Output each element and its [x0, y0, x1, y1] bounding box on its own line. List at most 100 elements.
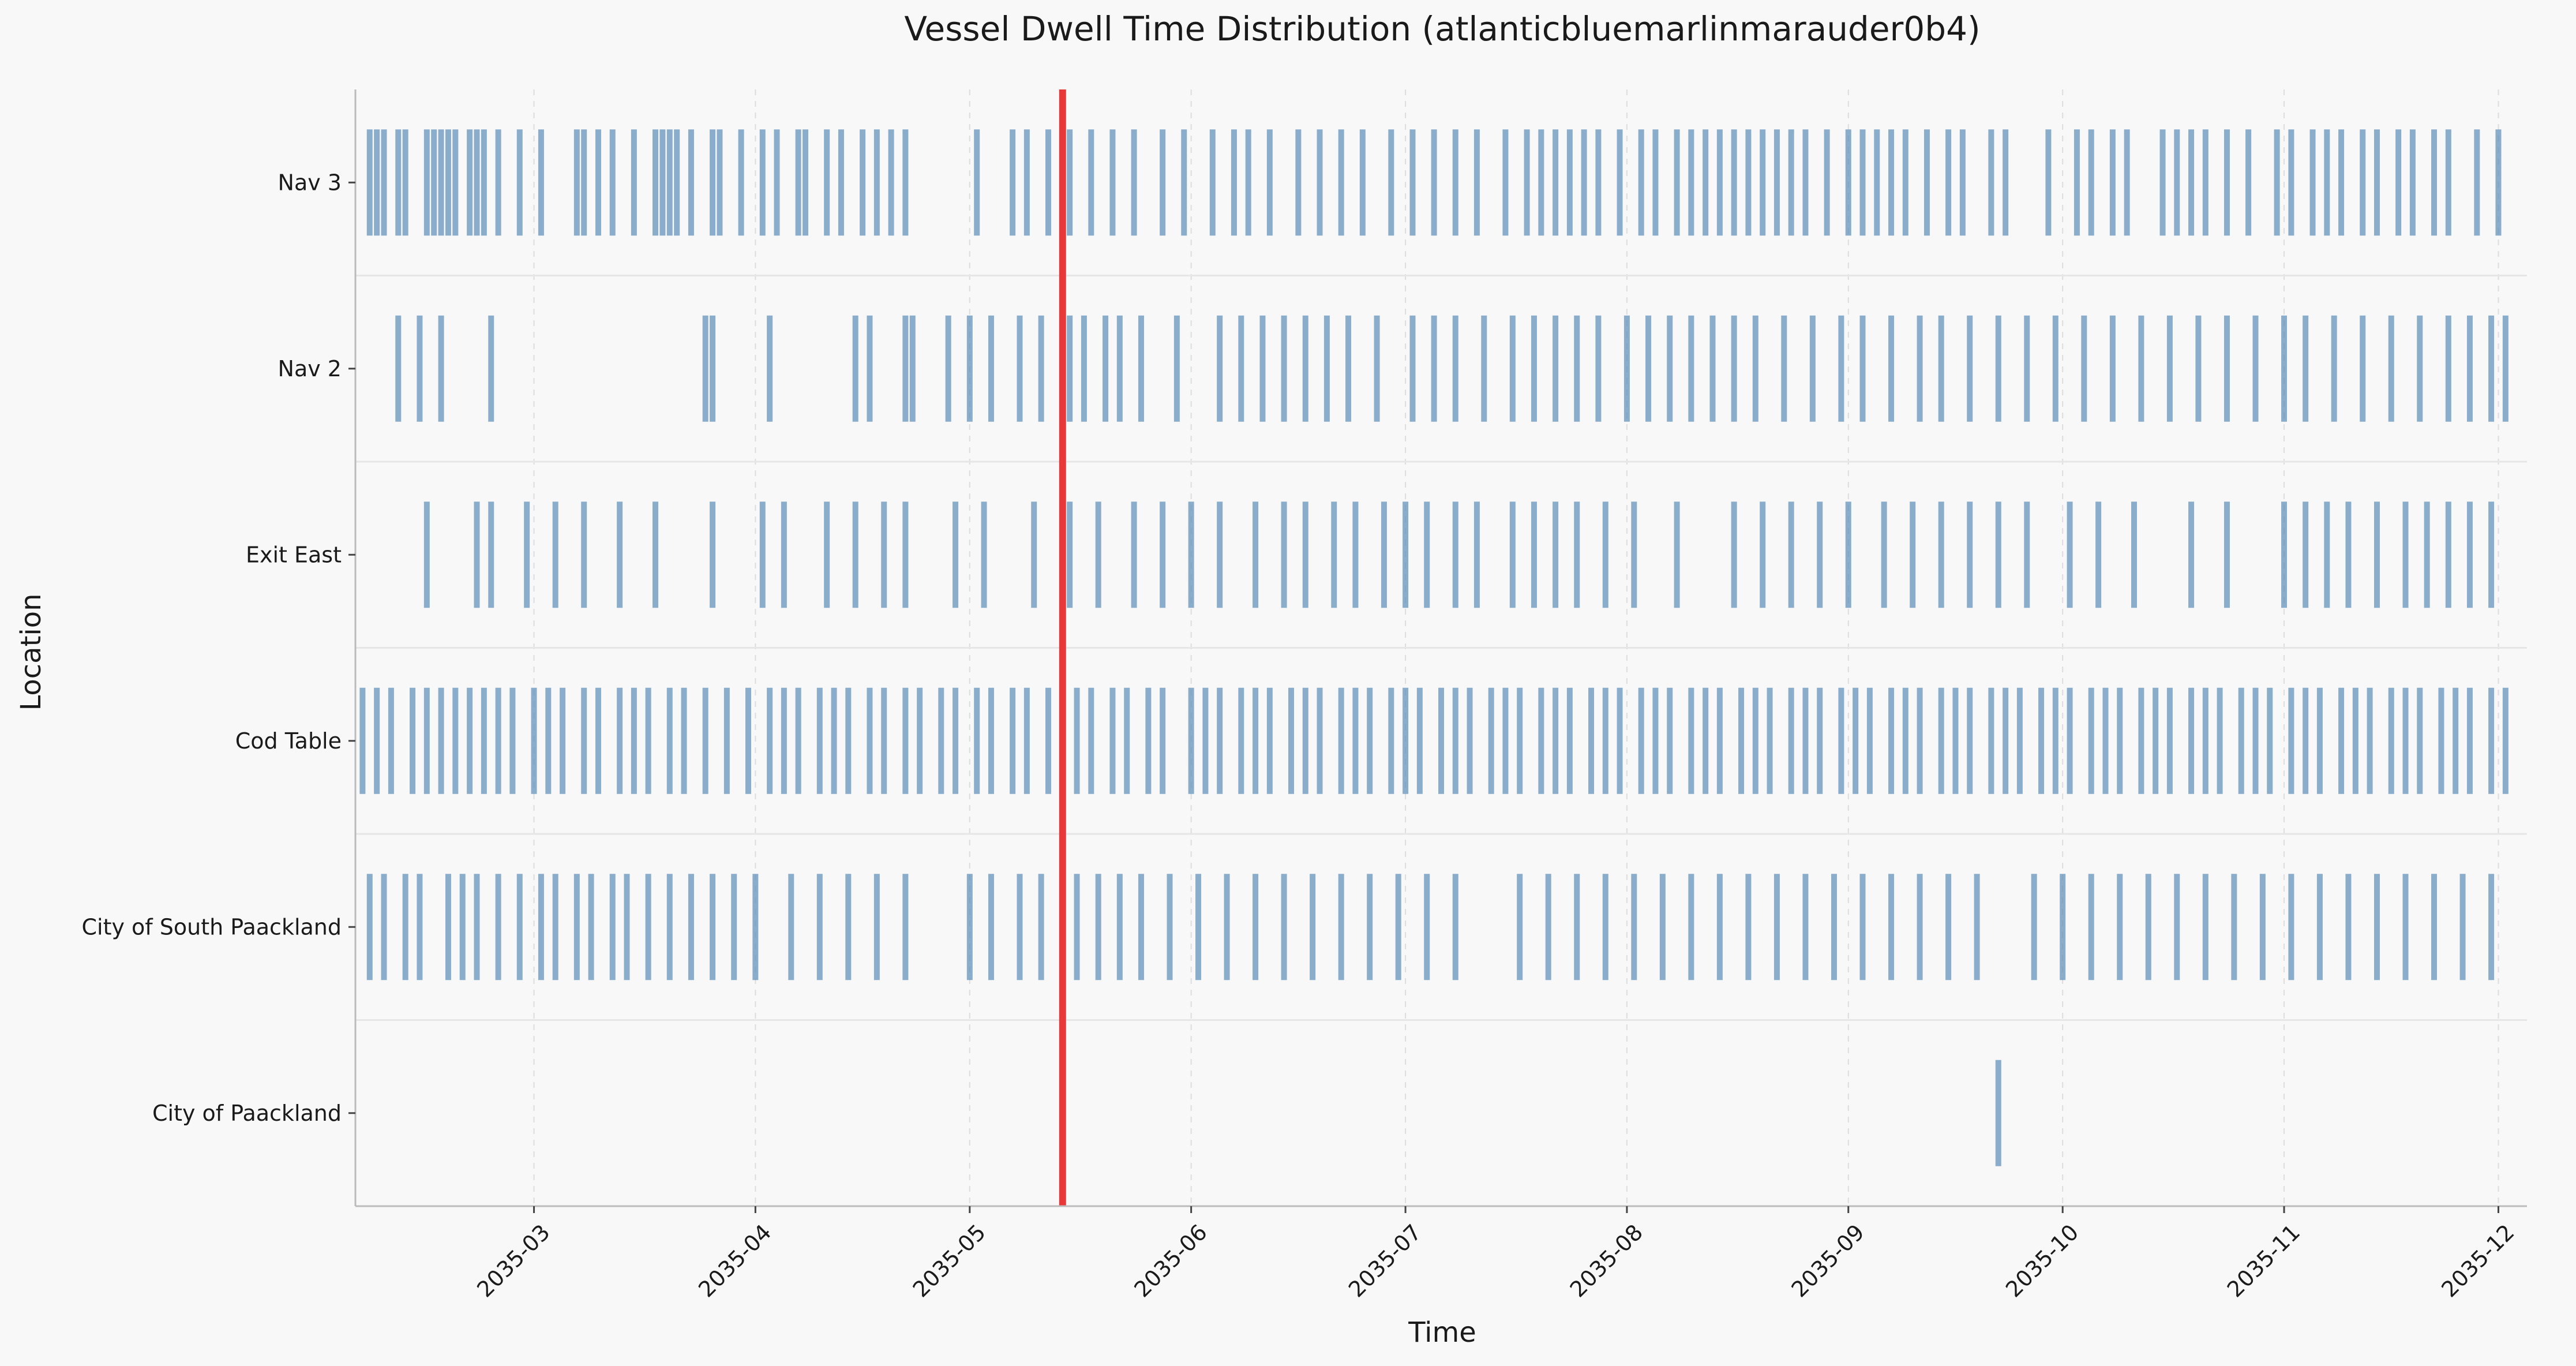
dwell-event-bar — [1524, 129, 1530, 236]
y-tick-label: Cod Table — [235, 728, 342, 754]
dwell-event-bar — [1831, 874, 1837, 980]
dwell-event-bar — [781, 687, 787, 794]
dwell-event-bar — [710, 502, 716, 608]
dwell-event-bar — [1388, 129, 1394, 236]
dwell-event-bar — [1409, 315, 1416, 422]
dwell-event-bar — [581, 687, 587, 794]
dwell-event-bar — [824, 502, 830, 608]
dwell-event-bar — [1352, 502, 1359, 608]
dwell-event-bar — [795, 129, 801, 236]
dwell-event-bar — [1160, 502, 1166, 608]
dwell-event-bar — [624, 874, 630, 980]
y-tick-label: City of Paackland — [152, 1101, 342, 1126]
dwell-event-bar — [417, 315, 423, 422]
dwell-event-bar — [2316, 687, 2323, 794]
dwell-event-bar — [974, 687, 980, 794]
dwell-event-bar — [2431, 129, 2438, 236]
dwell-event-bar — [1231, 129, 1237, 236]
dwell-event-bar — [2445, 502, 2451, 608]
dwell-event-bar — [1502, 129, 1509, 236]
dwell-event-bar — [2238, 687, 2244, 794]
dwell-event-bar — [1038, 874, 1044, 980]
dwell-event-bar — [1760, 129, 1766, 236]
dwell-event-bar — [374, 687, 380, 794]
dwell-event-bar — [774, 129, 780, 236]
dwell-event-bar — [1424, 874, 1430, 980]
dwell-event-bar — [1553, 129, 1559, 236]
dwell-event-bar — [2316, 874, 2323, 980]
dwell-event-bar — [1173, 315, 1180, 422]
dwell-event-bar — [1116, 874, 1123, 980]
dwell-event-bar — [2373, 874, 2380, 980]
dwell-event-bar — [1502, 687, 1509, 794]
dwell-event-bar — [1703, 687, 1709, 794]
dwell-event-bar — [2117, 874, 2123, 980]
dwell-event-bar — [1652, 687, 1659, 794]
dwell-event-bar — [1531, 502, 1537, 608]
dwell-event-bar — [2038, 687, 2045, 794]
dwell-event-bar — [867, 315, 873, 422]
dwell-event-bar — [1202, 687, 1209, 794]
dwell-event-bar — [1253, 874, 1259, 980]
dwell-event-bar — [1074, 874, 1080, 980]
dwell-event-bar — [1645, 315, 1652, 422]
dwell-event-bar — [1688, 315, 1694, 422]
dwell-event-bar — [1538, 129, 1544, 236]
dwell-event-bar — [653, 502, 659, 608]
dwell-event-bar — [2488, 687, 2495, 794]
dwell-event-bar — [438, 315, 444, 422]
dwell-event-bar — [1131, 502, 1137, 608]
chart-title: Vessel Dwell Time Distribution (atlantic… — [904, 9, 1980, 48]
dwell-event-bar — [2109, 315, 2116, 422]
dwell-event-bar — [988, 874, 994, 980]
dwell-event-bar — [2488, 502, 2495, 608]
dwell-event-bar — [488, 502, 494, 608]
dwell-event-bar — [481, 687, 487, 794]
dwell-event-bar — [2195, 315, 2202, 422]
dwell-event-bar — [2466, 315, 2473, 422]
dwell-event-bar — [1917, 874, 1923, 980]
dwell-event-bar — [2388, 687, 2394, 794]
dwell-event-bar — [402, 129, 408, 236]
dwell-event-bar — [1095, 502, 1101, 608]
dwell-event-bar — [2174, 874, 2180, 980]
dwell-event-bar — [495, 687, 501, 794]
dwell-event-bar — [1302, 687, 1308, 794]
dwell-event-bar — [1338, 874, 1344, 980]
dwell-event-bar — [495, 874, 501, 980]
dwell-event-bar — [2345, 502, 2352, 608]
dwell-event-bar — [1809, 315, 1816, 422]
dwell-event-bar — [1817, 502, 1823, 608]
dwell-event-bar — [852, 502, 858, 608]
dwell-event-bar — [1424, 502, 1430, 608]
dwell-event-bar — [2067, 687, 2073, 794]
dwell-event-bar — [395, 129, 402, 236]
dwell-event-bar — [816, 874, 823, 980]
dwell-event-bar — [366, 129, 373, 236]
dwell-event-bar — [2073, 129, 2080, 236]
dwell-event-bar — [759, 502, 766, 608]
dwell-event-bar — [1138, 874, 1144, 980]
dwell-event-bar — [681, 687, 687, 794]
dwell-event-bar — [953, 687, 959, 794]
dwell-event-bar — [1716, 129, 1723, 236]
dwell-event-bar — [452, 129, 459, 236]
dwell-event-bar — [1938, 502, 1944, 608]
dwell-event-bar — [2324, 502, 2330, 608]
dwell-event-bar — [1109, 129, 1116, 236]
dwell-event-bar — [1652, 129, 1659, 236]
dwell-event-bar — [2016, 687, 2023, 794]
dwell-event-bar — [631, 687, 637, 794]
axes-layer — [354, 89, 2527, 1207]
dwell-event-bar — [552, 874, 558, 980]
dwell-event-bar — [374, 129, 380, 236]
dwell-event-bar — [1802, 687, 1809, 794]
dwell-event-bar — [1031, 502, 1037, 608]
dwell-event-bar — [2245, 129, 2252, 236]
dwell-event-bar — [1209, 129, 1216, 236]
dwell-event-bar — [2466, 687, 2473, 794]
dwell-event-bar — [423, 129, 430, 236]
dwell-event-bar — [1302, 502, 1308, 608]
dwell-event-bar — [852, 315, 858, 422]
dwell-event-bar — [2259, 874, 2266, 980]
